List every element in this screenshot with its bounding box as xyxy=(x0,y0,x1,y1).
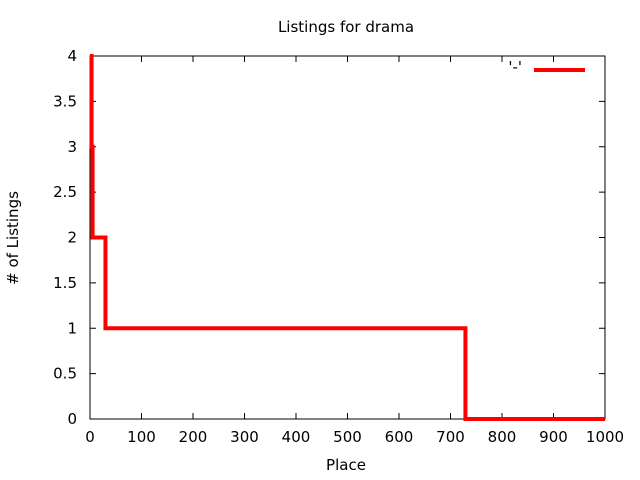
x-tick-label: 0 xyxy=(85,428,95,446)
y-axis-label: # of Listings xyxy=(4,191,22,285)
x-tick-label: 500 xyxy=(333,428,362,446)
series-layer xyxy=(89,54,606,421)
x-tick-label: 1000 xyxy=(586,428,624,446)
y-tick-label: 3.5 xyxy=(53,92,77,110)
x-tick-label: 600 xyxy=(385,428,414,446)
x-axis-label: Place xyxy=(326,456,366,474)
chart-title: Listings for drama xyxy=(278,18,414,36)
x-tick-label: 900 xyxy=(539,428,568,446)
y-tick-label: 2.5 xyxy=(53,183,77,201)
y-tick-label: 4 xyxy=(67,47,77,65)
x-axis-ticks: 0 100 200 300 400 500 600 700 800 900 1000 xyxy=(85,56,624,446)
y-tick-label: 0.5 xyxy=(53,365,77,383)
x-tick-label: 100 xyxy=(127,428,156,446)
x-tick-label: 700 xyxy=(436,428,465,446)
y-tick-label: 0 xyxy=(67,410,77,428)
x-tick-label: 300 xyxy=(230,428,259,446)
y-tick-label: 3 xyxy=(67,138,77,156)
y-tick-label: 2 xyxy=(67,229,77,247)
legend: '-' xyxy=(508,58,585,76)
y-axis-ticks: 0 0.5 1 1.5 2 2.5 3 3.5 4 xyxy=(53,47,605,428)
plot-frame xyxy=(89,55,606,420)
series-line xyxy=(89,54,605,421)
y-tick-label: 1.5 xyxy=(53,274,77,292)
x-tick-label: 400 xyxy=(282,428,311,446)
x-tick-label: 800 xyxy=(488,428,517,446)
legend-label: '-' xyxy=(508,58,522,76)
x-tick-label: 200 xyxy=(179,428,208,446)
y-tick-label: 1 xyxy=(67,319,77,337)
